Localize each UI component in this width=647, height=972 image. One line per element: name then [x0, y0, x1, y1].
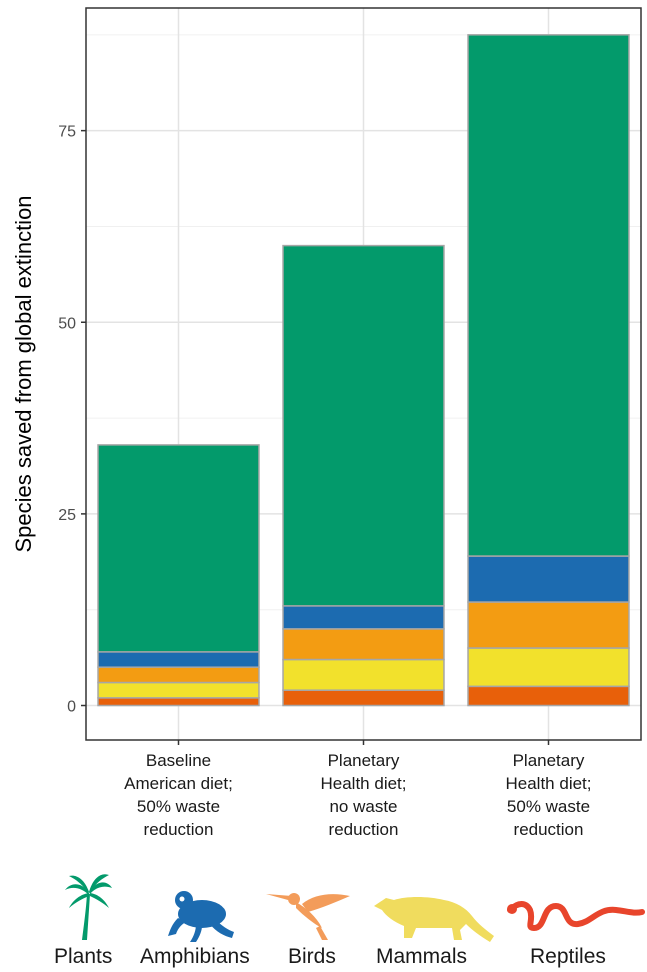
bar-segment-birds [97, 666, 260, 684]
legend-item-amphibians: Amphibians [140, 868, 270, 972]
legend-item-plants: Plants [48, 868, 128, 972]
x-tick-label-line: Planetary [328, 751, 400, 770]
y-tick-label: 50 [58, 315, 76, 332]
x-tick-label-line: Health diet; [321, 774, 407, 793]
x-tick-label-line: Baseline [146, 751, 211, 770]
y-tick-label: 25 [58, 507, 76, 524]
x-tick-label-line: Health diet; [506, 774, 592, 793]
x-tick-label-line: 50% waste [137, 797, 220, 816]
bar-segment-mammals [97, 681, 260, 699]
bar-segment-birds [282, 628, 445, 661]
x-tick-label-line: reduction [329, 820, 399, 839]
bar-segment-plants [467, 34, 630, 557]
x-axis: Baseline American diet; 50% waste reduction… [124, 740, 592, 839]
bar-segment-reptiles [282, 689, 445, 707]
legend-item-reptiles: Reptiles [500, 868, 645, 972]
palm-tree-icon [65, 874, 112, 940]
legend-label: Amphibians [140, 945, 250, 968]
stacked-bar-chart: 0 25 50 75 Baseline American diet; 50% waste r… [11, 7, 642, 839]
bar-segment-reptiles [467, 685, 630, 707]
x-tick-label-line: American diet; [124, 774, 233, 793]
x-tick-label-line: no waste [329, 797, 397, 816]
x-tick-label-line: reduction [514, 820, 584, 839]
bar-segment-amphibians [282, 605, 445, 630]
bar-segment-birds [467, 601, 630, 649]
x-tick-label: Planetary Health diet; no waste reduction [321, 751, 407, 839]
bar-segment-amphibians [467, 555, 630, 603]
legend-label: Birds [288, 945, 336, 968]
bar-segment-mammals [282, 658, 445, 691]
x-tick-label-line: 50% waste [507, 797, 590, 816]
x-tick-label-line: reduction [144, 820, 214, 839]
bar-segment-plants [97, 444, 260, 653]
legend: Plants Amphibians Birds Mammals [0, 868, 647, 972]
civet-icon [374, 897, 494, 942]
y-axis: 0 25 50 75 [58, 124, 86, 716]
y-tick-label: 0 [67, 699, 76, 716]
bar-segment-reptiles [97, 697, 260, 707]
snake-icon [507, 901, 645, 932]
hummingbird-icon [266, 893, 350, 940]
x-tick-label: Planetary Health diet; 50% waste reduction [506, 751, 592, 839]
x-tick-label: Baseline American diet; 50% waste reduction [124, 751, 233, 839]
x-tick-label-line: Planetary [513, 751, 585, 770]
bar-segment-plants [282, 244, 445, 607]
bar-segment-amphibians [97, 651, 260, 668]
y-tick-label: 75 [58, 124, 76, 141]
frog-icon [168, 891, 234, 942]
legend-item-birds: Birds [266, 868, 352, 972]
bars [97, 34, 630, 707]
bar-segment-mammals [467, 647, 630, 688]
legend-label: Plants [54, 945, 113, 968]
legend-label: Mammals [376, 945, 468, 968]
legend-label: Reptiles [530, 945, 606, 968]
legend-item-mammals: Mammals [368, 868, 494, 972]
y-axis-title: Species saved from global extinction [11, 195, 36, 552]
